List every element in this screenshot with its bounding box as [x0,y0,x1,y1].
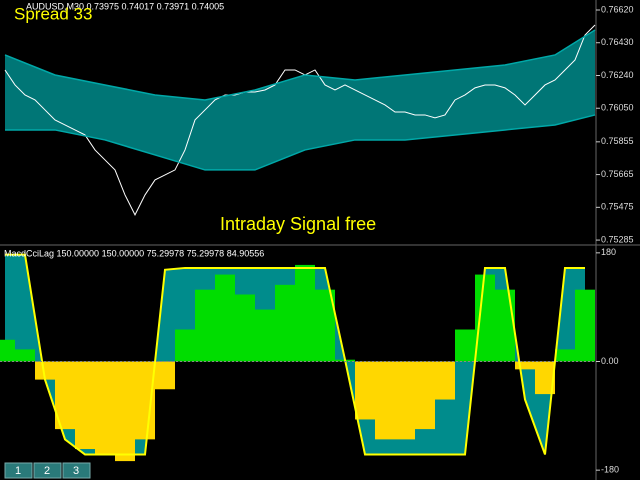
oscillator-bar [535,361,555,395]
tab-label[interactable]: 3 [73,465,79,477]
y-tick-label: 0.76050 [601,103,634,113]
tab-label[interactable]: 1 [15,465,21,477]
oscillator-bar [95,361,115,455]
oscillator-bar [195,289,215,362]
y-tick-label: 0.76430 [601,37,634,47]
oscillator-bar [0,339,15,362]
oscillator-bar [415,361,435,430]
oscillator-bar [255,309,275,362]
y-tick-label: 0.76620 [601,4,634,14]
y-tick-label: 0.75475 [601,202,634,212]
y-tick-label: 0.75285 [601,234,634,244]
oscillator-bar [355,361,375,420]
oscillator-bar [395,361,415,440]
oscillator-bar [35,361,55,380]
oscillator-bar [375,361,395,440]
oscillator-bar [495,289,515,362]
annotation: Spread 33 [14,4,92,23]
signal-line [5,253,585,456]
y-tick-label: 0.00 [601,356,619,366]
band-line [4,29,596,101]
oscillator-bar [475,274,495,362]
oscillator-bar [515,361,535,370]
oscillator-bar [215,274,235,362]
oscillator-bar [135,361,155,440]
oscillator-bar [15,349,35,362]
y-tick-label: 0.75665 [601,169,634,179]
oscillator-bar [235,294,255,362]
chart-title: AUDUSD,M30 0.73975 0.74017 0.73971 0.740… [26,1,224,11]
oscillator-bar [315,289,335,362]
tab[interactable] [4,462,33,479]
y-tick-label: 0.76240 [601,70,634,80]
oscillator-bar [435,361,455,400]
oscillator-bar [295,264,315,362]
y-tick-label: 180 [601,247,616,257]
y-tick-label: -180 [601,465,619,475]
oscillator-bar [555,349,575,362]
oscillator-bar [55,361,75,430]
tab-label[interactable]: 2 [44,465,50,477]
indicator-title: MacdCciLag 150.00000 150.00000 75.29978 … [4,248,264,258]
oscillator-bar [155,361,175,390]
price-line [4,24,596,217]
band-line [5,114,596,171]
annotation: Intraday Signal free [220,214,376,234]
tab[interactable] [62,462,91,479]
oscillator-bar [455,329,475,362]
oscillator-bar [275,284,295,362]
oscillator-bar [575,289,595,362]
y-tick-label: 0.75855 [601,136,634,146]
tab[interactable] [33,462,62,479]
oscillator-bar [115,361,135,462]
oscillator-bar [75,361,95,450]
oscillator-bar [175,329,195,362]
